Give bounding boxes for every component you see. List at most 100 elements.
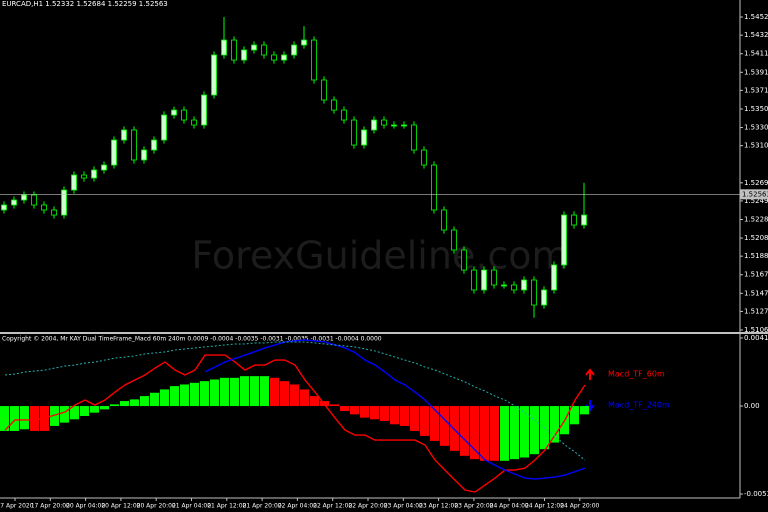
candle-body bbox=[211, 54, 217, 96]
histogram-bar bbox=[50, 406, 59, 426]
histogram-bar bbox=[30, 406, 39, 431]
y-tick-label: 1.54520 bbox=[744, 13, 768, 21]
histogram-bar bbox=[530, 406, 539, 455]
candle-body bbox=[441, 209, 447, 231]
y-tick-label: 1.54320 bbox=[744, 31, 768, 39]
candle-body bbox=[401, 124, 407, 127]
y-tick-label: 1.53505 bbox=[744, 105, 768, 113]
histogram-bar bbox=[0, 406, 9, 431]
histogram-bar bbox=[510, 406, 519, 460]
y-tick-label: 1.54115 bbox=[744, 50, 768, 58]
histogram-bar bbox=[100, 406, 109, 410]
y-tick-label: 1.51675 bbox=[744, 271, 768, 279]
candle-body bbox=[181, 109, 187, 121]
candle-body bbox=[361, 129, 367, 146]
candle-body bbox=[321, 79, 327, 101]
histogram-bar bbox=[150, 392, 159, 407]
histogram-bar bbox=[110, 404, 119, 407]
candle-body bbox=[391, 124, 397, 127]
x-tick-label: 23 Apr 12:00 bbox=[419, 503, 458, 510]
x-tick-label: 22 Apr 04:00 bbox=[278, 503, 317, 510]
histogram-bar bbox=[480, 406, 489, 461]
x-tick-label: 23 Apr 20:00 bbox=[454, 503, 493, 510]
histogram-bar bbox=[190, 382, 199, 407]
x-tick-label: 21 Apr 04:00 bbox=[172, 503, 211, 510]
x-tick-label: 24 Apr 12:00 bbox=[525, 503, 564, 510]
y-tick-label: 1.52080 bbox=[744, 234, 768, 242]
x-tick-label: 20 Apr 20:00 bbox=[137, 503, 176, 510]
candle-body bbox=[171, 109, 177, 116]
histogram-bar bbox=[390, 406, 399, 425]
histogram-bar bbox=[290, 384, 299, 407]
candle-body bbox=[481, 269, 487, 291]
histogram-bar bbox=[140, 396, 149, 407]
x-tick-label: 20 Apr 04:00 bbox=[66, 503, 105, 510]
candle-body bbox=[471, 269, 477, 291]
histogram-bar bbox=[310, 396, 319, 407]
histogram-bar bbox=[440, 406, 449, 446]
x-tick-label: 23 Apr 04:00 bbox=[384, 503, 423, 510]
histogram-bar bbox=[70, 406, 79, 420]
candle-body bbox=[451, 229, 457, 251]
x-tick-label: 17 Apr 2020 bbox=[0, 503, 34, 510]
candle-body bbox=[41, 204, 47, 211]
candle-body bbox=[381, 119, 387, 126]
y-tick-label: 0.00 bbox=[744, 402, 760, 410]
histogram-bar bbox=[370, 406, 379, 420]
y-tick-label: 1.53100 bbox=[744, 142, 768, 150]
candle-body bbox=[301, 39, 307, 46]
up-arrow-icon bbox=[585, 368, 595, 380]
histogram-bar bbox=[120, 401, 129, 407]
candle-body bbox=[521, 279, 527, 291]
histogram-bar bbox=[580, 406, 589, 415]
candle-body bbox=[81, 174, 87, 179]
candle-body bbox=[491, 269, 497, 286]
histogram-bar bbox=[170, 386, 179, 407]
candle-body bbox=[461, 249, 467, 271]
y-tick-label: 1.53710 bbox=[744, 86, 768, 94]
candle-body bbox=[311, 39, 317, 81]
candle-body bbox=[241, 49, 247, 61]
histogram-bar bbox=[10, 406, 19, 431]
candle-body bbox=[231, 39, 237, 61]
current-price-box bbox=[740, 189, 768, 200]
x-tick-label: 17 Apr 20:00 bbox=[31, 503, 70, 510]
x-tick-label: 24 Apr 04:00 bbox=[490, 503, 529, 510]
indicator-line bbox=[204, 339, 586, 480]
y-tick-label: 0.0041 bbox=[744, 334, 768, 342]
histogram-bar bbox=[160, 389, 169, 407]
candle-body bbox=[281, 54, 287, 61]
histogram-bar bbox=[450, 406, 459, 451]
candle-body bbox=[61, 189, 67, 216]
histogram-bar bbox=[490, 406, 499, 461]
y-tick-label: 1.51270 bbox=[744, 307, 768, 315]
candle-body bbox=[221, 39, 227, 56]
y-tick-label: 1.52690 bbox=[744, 179, 768, 187]
candle-body bbox=[131, 129, 137, 161]
x-tick-label: 24 Apr 20:00 bbox=[560, 503, 599, 510]
y-tick-label: 1.53910 bbox=[744, 68, 768, 76]
legend-label: Macd_TF_240m bbox=[608, 401, 670, 410]
histogram-bar bbox=[340, 406, 349, 412]
candle-body bbox=[261, 44, 267, 56]
histogram-bar bbox=[90, 406, 99, 413]
candle-body bbox=[141, 149, 147, 161]
current-price-label: 1.52563 bbox=[742, 190, 768, 198]
histogram-bar bbox=[380, 406, 389, 421]
candle-body bbox=[121, 129, 127, 141]
histogram-bar bbox=[240, 376, 249, 407]
histogram-bar bbox=[350, 406, 359, 415]
histogram-bar bbox=[210, 379, 219, 407]
legend-label: Macd_TF_60m bbox=[608, 370, 665, 379]
candle-body bbox=[341, 109, 347, 121]
y-tick-label: 1.51065 bbox=[744, 326, 768, 334]
histogram-bar bbox=[60, 406, 69, 423]
candle-body bbox=[371, 119, 377, 131]
candle-body bbox=[11, 199, 17, 206]
candle-body bbox=[71, 174, 77, 191]
x-tick-label: 22 Apr 12:00 bbox=[313, 503, 352, 510]
histogram-bar bbox=[570, 406, 579, 425]
y-tick-label: -0.0053 bbox=[744, 490, 768, 498]
